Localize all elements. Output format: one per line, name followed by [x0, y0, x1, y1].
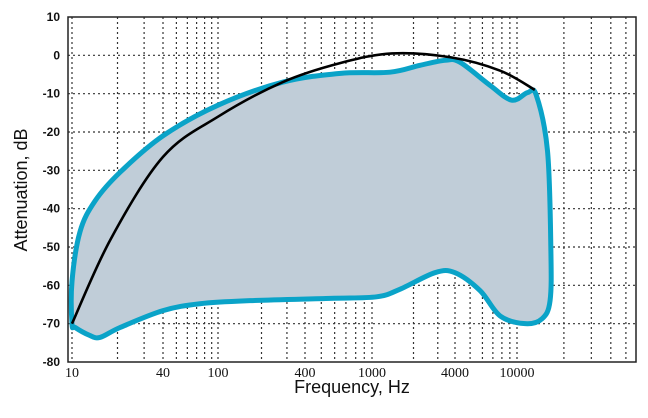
y-tick-label: -50	[43, 240, 61, 254]
y-tick-label: -40	[43, 202, 61, 216]
y-axis-ticks: 10 0 -10 -20 -30 -40 -50 -60 -70 -80	[43, 10, 61, 369]
y-tick-label: -20	[43, 125, 61, 139]
x-tick-label: 1000	[358, 366, 386, 381]
y-tick-label: 0	[53, 48, 60, 62]
x-tick-label: 40	[156, 366, 170, 381]
x-axis-ticks: 10 40 100 400 1000 4000 10000	[65, 366, 535, 381]
x-tick-label: 100	[208, 366, 229, 381]
y-tick-label: 10	[47, 10, 61, 24]
attenuation-band	[68, 57, 554, 341]
y-tick-label: -70	[43, 317, 61, 331]
y-tick-label: -80	[43, 355, 61, 369]
y-tick-label: -10	[43, 87, 61, 101]
y-axis-label: Attenuation, dB	[11, 128, 31, 251]
x-tick-label: 4000	[441, 366, 469, 381]
x-tick-label: 400	[295, 366, 316, 381]
x-tick-label: 10000	[500, 366, 535, 381]
x-axis-label: Frequency, Hz	[294, 377, 410, 397]
x-tick-label: 10	[65, 366, 79, 381]
plot-frame	[67, 16, 637, 363]
y-tick-label: -30	[43, 163, 61, 177]
y-tick-label: -60	[43, 278, 61, 292]
attenuation-curve	[70, 51, 536, 325]
